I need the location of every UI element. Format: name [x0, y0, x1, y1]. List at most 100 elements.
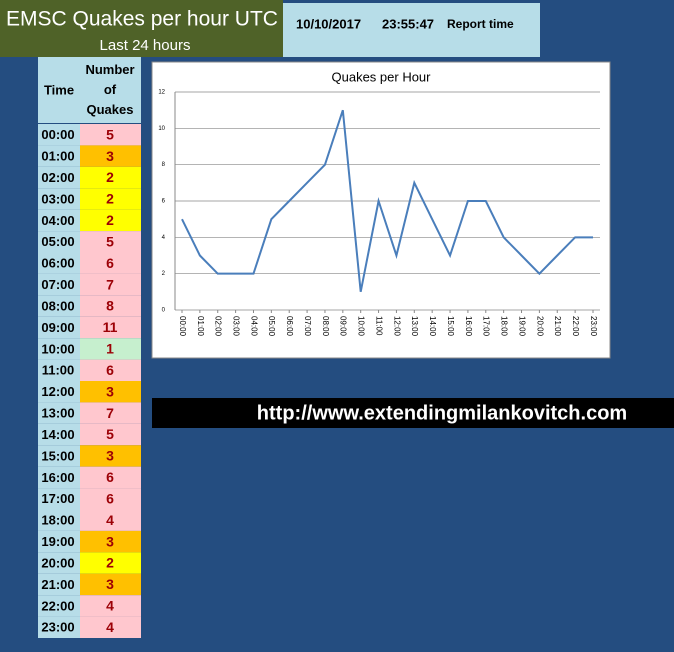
count-text: 2	[106, 191, 114, 207]
time-text: 10:00	[41, 341, 74, 356]
time-cell	[38, 445, 80, 467]
time-cell	[38, 166, 80, 189]
count-cell	[80, 595, 141, 617]
time-cell	[38, 616, 80, 638]
time-cell	[38, 595, 80, 617]
report-date: 10/10/2017	[296, 16, 361, 31]
url: http://www.extendingmilankovitch.com	[257, 402, 627, 424]
count-text: 2	[106, 555, 114, 571]
time-cell	[38, 209, 80, 232]
x-tick-label: 13:00	[410, 316, 419, 337]
time-text: 06:00	[41, 256, 74, 271]
time-text: 11:00	[42, 363, 75, 378]
count-text: 7	[106, 405, 114, 421]
time-cell	[38, 402, 80, 424]
x-tick-label: 15:00	[446, 316, 455, 337]
count-text: 8	[106, 298, 114, 314]
count-text: 3	[106, 448, 114, 464]
time-text: 02:00	[41, 170, 74, 185]
count-cell	[80, 488, 141, 510]
count-text: 5	[106, 426, 114, 442]
count-cell	[80, 124, 141, 146]
time-text: 21:00	[41, 577, 74, 592]
count-text: 5	[106, 126, 114, 142]
x-tick-label: 18:00	[500, 316, 509, 337]
time-cell	[38, 466, 80, 489]
count-text: 2	[106, 212, 114, 228]
count-cell	[80, 231, 141, 253]
time-text: 03:00	[41, 191, 74, 206]
count-cell	[80, 359, 141, 381]
time-cell	[38, 145, 80, 167]
time-text: 20:00	[41, 555, 74, 570]
time-cell	[38, 573, 80, 596]
count-text: 3	[106, 533, 114, 549]
count-cell	[80, 166, 141, 189]
time-text: 18:00	[41, 513, 74, 528]
time-cell	[38, 381, 80, 403]
time-header: Time	[44, 82, 74, 97]
report-time-label: Report time	[447, 17, 514, 31]
count-cell	[80, 573, 141, 596]
time-text: 23:00	[41, 620, 74, 635]
time-text: 07:00	[41, 277, 74, 292]
time-cell	[38, 252, 80, 274]
date-box	[283, 3, 540, 57]
x-tick-label: 00:00	[178, 316, 187, 337]
time-text: 00:00	[41, 127, 74, 142]
count-cell	[80, 188, 141, 210]
x-tick-label: 20:00	[535, 316, 544, 337]
count-cell	[80, 552, 141, 574]
count-text: 5	[106, 233, 114, 249]
x-tick-label: 09:00	[339, 316, 348, 337]
time-text: 15:00	[41, 448, 74, 463]
count-text: 6	[106, 362, 114, 378]
line	[181, 109, 593, 293]
count-cell	[80, 252, 141, 274]
table-header	[38, 57, 141, 123]
time-cell	[38, 295, 80, 317]
y-tick-label: 0	[162, 308, 166, 314]
time-text: 14:00	[41, 427, 74, 442]
time-cell	[38, 552, 80, 574]
time-cell	[38, 338, 80, 360]
time-text: 12:00	[41, 384, 74, 399]
time-text: 01:00	[41, 149, 74, 164]
count-text: 4	[106, 619, 114, 635]
count-text: 1	[106, 341, 114, 357]
title: EMSC Quakes per hour UTC	[6, 8, 278, 31]
x-tick-label: 01:00	[196, 316, 205, 337]
time-text: 19:00	[41, 534, 74, 549]
count-text: 3	[106, 383, 114, 399]
count-header-box: Number of Quakes	[85, 62, 134, 117]
time-cell	[38, 124, 80, 146]
count-cell	[80, 466, 141, 489]
count-cell	[80, 209, 141, 232]
y-tick-label: 8	[162, 162, 166, 168]
time-cell	[38, 488, 80, 510]
time-cell	[38, 231, 80, 253]
y-tick-label: 4	[162, 235, 166, 241]
report-time: 23:55:47	[382, 16, 434, 31]
x-tick-label: 16:00	[464, 316, 473, 337]
x-tick-label: 08:00	[321, 316, 330, 337]
y-tick-label: 10	[158, 126, 165, 132]
x-tick-label: 12:00	[392, 316, 401, 337]
y-tick-label: 2	[162, 271, 166, 277]
x-tick-label: 22:00	[571, 316, 580, 337]
time-cell	[38, 188, 80, 210]
count-cell	[80, 445, 141, 467]
time-cell	[38, 316, 80, 339]
count-cell	[80, 273, 141, 296]
count-text: 6	[106, 490, 114, 506]
count-text: 7	[106, 276, 114, 292]
count-cell	[80, 316, 141, 339]
x-tick-label: 07:00	[303, 316, 312, 337]
x-tick-label: 14:00	[428, 316, 437, 337]
chart-title: Quakes per Hour	[332, 69, 432, 84]
count-text: 6	[106, 255, 114, 271]
x-tick-label: 06:00	[285, 316, 294, 337]
count-cell	[80, 402, 141, 424]
count-text: 4	[106, 598, 114, 614]
